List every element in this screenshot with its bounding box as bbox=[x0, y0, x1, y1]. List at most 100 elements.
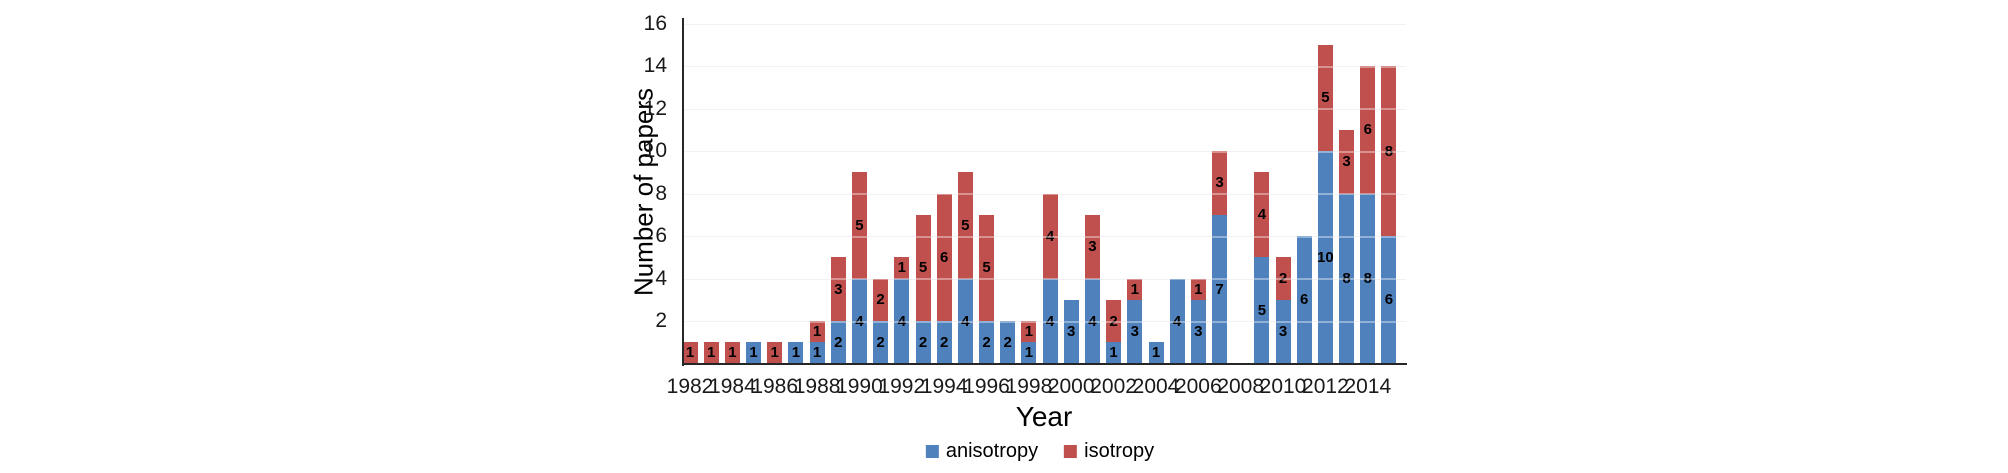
bar-value-label: 5 bbox=[918, 259, 928, 277]
legend-item-isotropy: isotropy bbox=[1064, 440, 1154, 463]
bar-value-label: 8 bbox=[1342, 270, 1351, 287]
bar-segment-1991-anisotropy: 2 bbox=[873, 321, 889, 364]
x-axis-tick-label-2004: 2004 bbox=[1132, 375, 1180, 398]
bar-value-label: 3 bbox=[1130, 323, 1139, 341]
bar-segment-2009-isotropy: 4 bbox=[1254, 172, 1270, 258]
bar-segment-2006-isotropy: 1 bbox=[1190, 278, 1206, 300]
bar-value-label: 2 bbox=[940, 333, 949, 351]
x-axis-tick-label-1988: 1988 bbox=[793, 375, 841, 398]
bar-segment-2014-anisotropy: 8 bbox=[1360, 193, 1376, 364]
bar-segment-2002-isotropy: 2 bbox=[1106, 299, 1122, 343]
bar-value-label: 1 bbox=[1151, 344, 1161, 362]
bar-segment-2011-anisotropy: 6 bbox=[1296, 236, 1312, 364]
bar-segment-1988-anisotropy: 1 bbox=[809, 342, 825, 364]
bar-segment-2015-anisotropy: 6 bbox=[1381, 236, 1397, 364]
x-axis-tick-label-1986: 1986 bbox=[751, 375, 799, 398]
bar-segment-2012-anisotropy: 10 bbox=[1317, 151, 1334, 364]
bar-value-label: 6 bbox=[1300, 291, 1309, 309]
bar-value-label: 8 bbox=[1363, 270, 1372, 287]
x-axis-tick-label-1992: 1992 bbox=[878, 375, 926, 398]
bar-value-label: 1 bbox=[749, 344, 758, 362]
bar-value-label: 4 bbox=[1172, 312, 1182, 330]
bar-segment-1990-isotropy: 5 bbox=[851, 172, 867, 279]
bar-segment-1988-isotropy: 1 bbox=[809, 321, 825, 343]
x-axis-tick-label-2002: 2002 bbox=[1090, 375, 1137, 398]
x-axis-tick-label-1982: 1982 bbox=[666, 375, 714, 398]
bar-value-label: 1 bbox=[897, 259, 906, 277]
bar-value-label: 6 bbox=[940, 248, 949, 266]
x-axis-tick-label-1998: 1998 bbox=[1005, 375, 1053, 398]
bar-value-label: 1 bbox=[685, 344, 695, 362]
x-axis-tick-label-1990: 1990 bbox=[836, 375, 883, 398]
legend-item-anisotropy: anisotropy bbox=[925, 440, 1039, 463]
bar-value-label: 1 bbox=[1109, 344, 1118, 362]
bar-segment-2013-isotropy: 3 bbox=[1339, 129, 1355, 194]
bar-segment-2007-isotropy: 3 bbox=[1212, 151, 1227, 215]
gridline-highlight bbox=[685, 150, 1406, 153]
bar-segment-1999-isotropy: 4 bbox=[1042, 193, 1058, 279]
bar-value-label: 3 bbox=[1194, 323, 1203, 341]
bar-value-label: 4 bbox=[1045, 312, 1055, 330]
legend-swatch-isotropy bbox=[1064, 445, 1078, 458]
bar-value-label: 1 bbox=[812, 344, 822, 362]
bar-segment-2003-anisotropy: 3 bbox=[1127, 299, 1143, 364]
bar-value-label: 1 bbox=[1024, 344, 1034, 362]
bar-segment-1998-anisotropy: 1 bbox=[1021, 342, 1037, 364]
y-axis-tick-label: 10 bbox=[643, 139, 667, 162]
bar-segment-1997-anisotropy: 2 bbox=[1000, 321, 1016, 364]
bar-segment-2003-isotropy: 1 bbox=[1127, 278, 1143, 300]
x-axis-title: Year bbox=[1015, 401, 1073, 432]
bar-value-label: 2 bbox=[876, 291, 885, 309]
bar-value-label: 2 bbox=[834, 333, 843, 351]
bar-value-label: 4 bbox=[961, 312, 970, 330]
bar-value-label: 2 bbox=[1003, 333, 1012, 351]
bar-value-label: 3 bbox=[834, 280, 843, 298]
gridline-highlight bbox=[685, 193, 1406, 195]
x-axis-tick-label-2014: 2014 bbox=[1344, 375, 1392, 398]
bar-segment-1995-isotropy: 5 bbox=[957, 172, 973, 279]
y-axis-tick-label: 2 bbox=[655, 309, 667, 332]
gridline-highlight bbox=[685, 23, 1406, 25]
y-axis-tick-label: 4 bbox=[655, 266, 667, 290]
bar-segment-1995-anisotropy: 4 bbox=[957, 278, 973, 364]
bar-segment-1989-anisotropy: 2 bbox=[830, 321, 846, 364]
x-axis-tick-label-2006: 2006 bbox=[1174, 375, 1222, 398]
bar-value-label: 3 bbox=[1215, 174, 1224, 192]
bar-segment-2000-anisotropy: 3 bbox=[1063, 299, 1079, 364]
x-axis-tick-label-1984: 1984 bbox=[709, 375, 756, 398]
bar-value-label: 1 bbox=[707, 344, 716, 362]
bar-segment-2010-anisotropy: 3 bbox=[1275, 299, 1291, 364]
x-axis-tick-label-1996: 1996 bbox=[963, 375, 1010, 398]
legend-swatch-anisotropy bbox=[925, 445, 939, 458]
bar-segment-2001-isotropy: 3 bbox=[1084, 214, 1100, 279]
bar-segment-1989-isotropy: 3 bbox=[830, 257, 846, 322]
bar-value-label: 3 bbox=[1067, 323, 1076, 341]
bar-segment-2009-anisotropy: 5 bbox=[1254, 257, 1270, 364]
bar-value-label: 3 bbox=[1088, 238, 1097, 256]
bar-value-label: 5 bbox=[961, 216, 970, 234]
bar-value-label: 5 bbox=[855, 216, 864, 234]
gridline bbox=[685, 151, 1406, 152]
y-axis-line bbox=[682, 18, 684, 366]
y-axis-tick-label: 8 bbox=[655, 181, 667, 205]
bar-segment-1982-isotropy: 1 bbox=[682, 342, 698, 364]
bar-value-label: 7 bbox=[1215, 280, 1224, 298]
bar-value-label: 4 bbox=[897, 312, 906, 330]
bar-value-label: 1 bbox=[728, 344, 737, 362]
bar-segment-1994-anisotropy: 2 bbox=[936, 321, 952, 364]
bar-segment-2007-anisotropy: 7 bbox=[1212, 214, 1227, 364]
x-axis-line bbox=[682, 363, 1407, 365]
legend-label: anisotropy bbox=[945, 440, 1039, 462]
y-axis-tick-label: 16 bbox=[643, 11, 667, 35]
bar-segment-1996-anisotropy: 2 bbox=[979, 321, 994, 364]
gridline-highlight bbox=[685, 108, 1406, 110]
bar-segment-1983-isotropy: 1 bbox=[703, 342, 719, 364]
y-axis-tick-label: 6 bbox=[655, 224, 667, 247]
bar-segment-2006-anisotropy: 3 bbox=[1190, 299, 1206, 364]
bar-segment-2015-isotropy: 8 bbox=[1381, 66, 1397, 236]
bar-segment-2012-isotropy: 5 bbox=[1317, 44, 1333, 152]
gridline-highlight bbox=[685, 320, 1406, 323]
bar-value-label: 1 bbox=[1024, 323, 1034, 341]
x-axis-tick-label-2012: 2012 bbox=[1302, 375, 1349, 398]
